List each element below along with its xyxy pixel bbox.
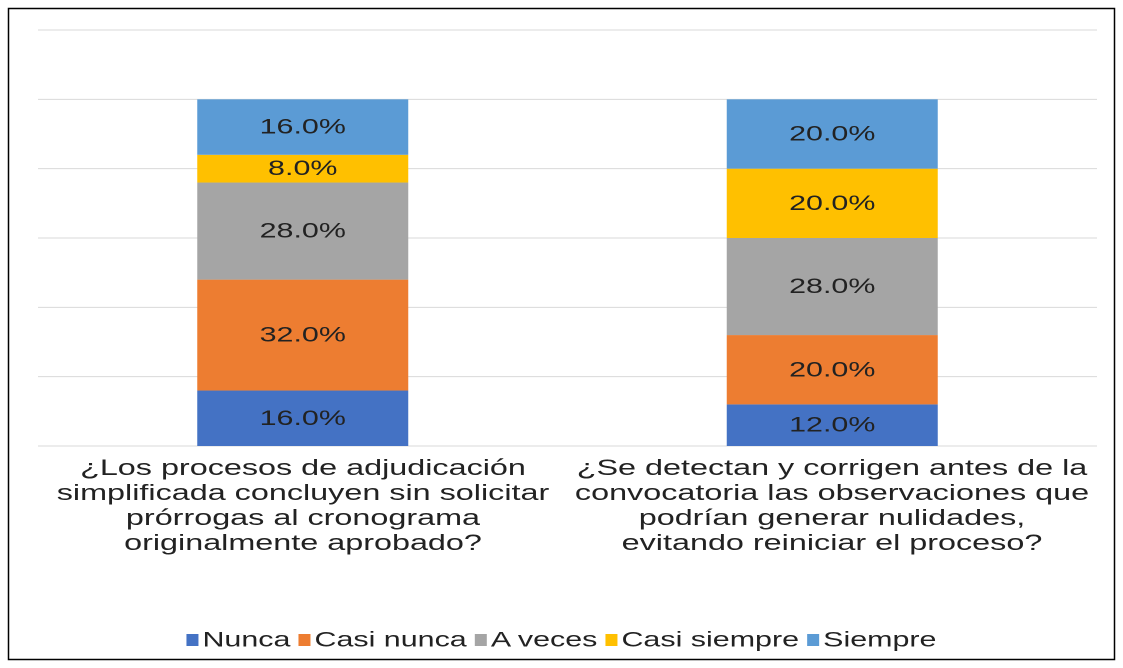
legend-label: Siempre xyxy=(823,627,936,651)
bar-segment xyxy=(726,404,938,446)
bar-segment xyxy=(197,279,409,391)
data-label: 12.0% xyxy=(789,412,875,436)
bar-segment xyxy=(197,154,409,183)
legend-label: Casi siempre xyxy=(621,627,799,651)
legend-swatch xyxy=(298,634,311,646)
data-label: 28.0% xyxy=(789,274,875,298)
bar-segment xyxy=(726,168,938,238)
legend-swatch xyxy=(605,634,618,646)
data-label: 16.0% xyxy=(260,406,346,430)
data-label: 20.0% xyxy=(789,121,875,145)
data-label: 16.0% xyxy=(260,114,346,138)
legend-swatch xyxy=(186,634,199,646)
data-label: 20.0% xyxy=(789,357,875,381)
bar-segment xyxy=(197,390,409,446)
bar-segment xyxy=(726,99,938,169)
x-tick-label: ¿Se detectan y corrigen antes de la conv… xyxy=(575,455,1090,555)
data-label: 32.0% xyxy=(260,322,346,346)
data-label: 8.0% xyxy=(268,156,337,180)
legend-swatch xyxy=(807,634,820,646)
bar-segment xyxy=(197,99,409,155)
x-tick-label: ¿Los procesos de adjudicación simplifica… xyxy=(56,455,549,555)
legend-label: Nunca xyxy=(202,627,291,651)
data-label: 20.0% xyxy=(789,191,875,215)
bar-segment xyxy=(197,182,409,280)
legend-swatch xyxy=(474,634,487,646)
frame xyxy=(7,7,1116,661)
legend-label: A veces xyxy=(491,627,598,651)
legend-label: Casi nunca xyxy=(314,627,467,651)
bar-segment xyxy=(726,238,938,336)
data-label: 28.0% xyxy=(260,218,346,242)
bar-segment xyxy=(726,335,938,405)
